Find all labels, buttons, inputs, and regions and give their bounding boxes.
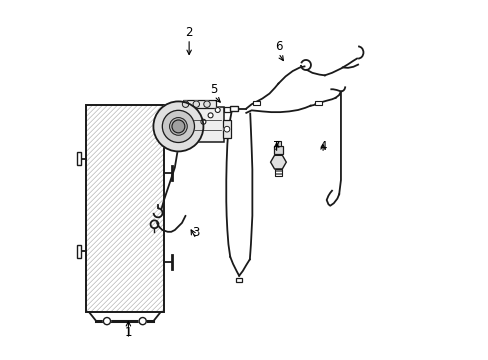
- Circle shape: [193, 101, 199, 107]
- Text: 1: 1: [124, 325, 132, 339]
- Bar: [223, 120, 230, 138]
- Bar: [275, 141, 281, 147]
- Circle shape: [182, 101, 188, 107]
- Text: 4: 4: [319, 140, 326, 153]
- Bar: [224, 107, 230, 112]
- Circle shape: [201, 119, 205, 124]
- Text: 5: 5: [210, 83, 217, 96]
- Circle shape: [207, 113, 213, 118]
- Bar: [315, 101, 321, 105]
- Text: 7: 7: [272, 140, 280, 153]
- Bar: [77, 245, 81, 258]
- Text: 3: 3: [192, 226, 200, 239]
- Text: 2: 2: [185, 26, 192, 39]
- Bar: [230, 107, 238, 111]
- Circle shape: [103, 318, 110, 325]
- Circle shape: [224, 126, 229, 132]
- Circle shape: [169, 118, 187, 135]
- Circle shape: [172, 120, 184, 133]
- Circle shape: [162, 111, 194, 143]
- FancyBboxPatch shape: [183, 107, 224, 143]
- Circle shape: [215, 108, 220, 112]
- Bar: [85, 105, 164, 312]
- Bar: [274, 147, 282, 154]
- Bar: [236, 278, 242, 282]
- Bar: [183, 100, 216, 108]
- Circle shape: [153, 102, 203, 152]
- Bar: [77, 152, 81, 165]
- Bar: [253, 101, 259, 105]
- Circle shape: [203, 101, 210, 107]
- Text: 6: 6: [274, 40, 282, 53]
- Circle shape: [139, 318, 146, 325]
- Bar: [274, 168, 282, 176]
